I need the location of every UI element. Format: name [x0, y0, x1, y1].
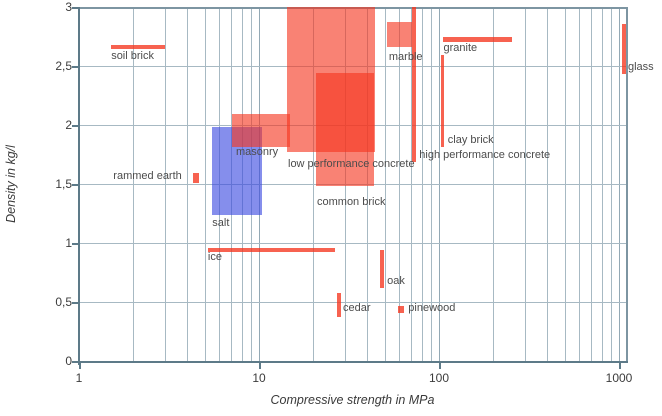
x-tick-mark-10: [259, 363, 261, 369]
x-tick-label-1: 1: [75, 371, 83, 385]
material-label-pinewood: pinewood: [408, 302, 456, 314]
material-region-glass: [622, 23, 626, 75]
x-tick-mark-100: [439, 363, 441, 369]
material-region-masonry: [232, 114, 291, 148]
y-tick-mark-0: [72, 361, 78, 363]
y-tick-label-1,5: 1,5: [55, 177, 72, 191]
material-region-ice: [207, 247, 335, 253]
y-tick-mark-2: [72, 125, 78, 127]
material-label-granite: granite: [443, 42, 478, 55]
material-label-low-performance-concrete: low performance concrete: [288, 158, 415, 170]
material-label-clay-brick: clay brick: [447, 134, 494, 147]
material-region-cedar: [337, 292, 342, 318]
y-tick-label-2,5: 2,5: [55, 59, 72, 73]
y-tick-label-3: 3: [65, 0, 72, 14]
material-region-rammed-earth: [193, 173, 200, 183]
material-label-soil-brick: soil brick: [111, 49, 154, 62]
material-region-granite: [442, 36, 512, 43]
gridline-y-0.5: [79, 302, 626, 304]
y-axis-title: Density in kg/l: [4, 145, 18, 223]
material-region-high-performance-concrete: [412, 7, 417, 162]
material-region-pinewood: [397, 305, 405, 313]
y-tick-mark-3: [72, 7, 78, 9]
x-tick-mark-1000: [619, 363, 621, 369]
x-tick-mark-1: [79, 363, 81, 369]
x-axis-line: [73, 361, 628, 363]
y-tick-label-2: 2: [65, 118, 72, 132]
y-tick-mark-1,5: [72, 184, 78, 186]
material-region-marble: [387, 22, 413, 48]
y-tick-label-0,5: 0,5: [55, 295, 72, 309]
material-region-soil-brick: [110, 44, 165, 50]
y-tick-mark-2,5: [72, 66, 78, 68]
y-tick-label-0: 0: [65, 354, 72, 368]
material-region-common-brick: [316, 73, 374, 187]
material-label-ice: ice: [207, 251, 222, 264]
x-tick-label-10: 10: [252, 371, 266, 385]
material-label-oak: oak: [387, 274, 405, 287]
material-label-common-brick: common brick: [317, 195, 386, 208]
x-axis-title: Compressive strength in MPa: [270, 393, 435, 407]
material-label-rammed-earth: rammed earth: [113, 169, 182, 182]
material-label-high-performance-concrete: high performance concrete: [419, 148, 551, 161]
plot-border-right: [626, 7, 628, 361]
x-tick-label-100: 100: [428, 371, 450, 385]
material-label-marble: marble: [388, 50, 423, 63]
gridline-y-1: [79, 243, 626, 245]
material-label-salt: salt: [212, 217, 230, 229]
x-tick-label-1000: 1000: [605, 371, 633, 385]
y-tick-mark-0,5: [72, 302, 78, 304]
material-label-masonry: masonry: [236, 146, 279, 159]
y-tick-mark-1: [72, 243, 78, 245]
material-region-oak: [379, 250, 384, 288]
y-axis-line: [78, 7, 80, 365]
material-label-glass: glass: [628, 61, 654, 74]
y-tick-label-1: 1: [65, 236, 72, 250]
material-region-clay-brick: [440, 55, 445, 148]
material-label-cedar: cedar: [343, 302, 371, 314]
